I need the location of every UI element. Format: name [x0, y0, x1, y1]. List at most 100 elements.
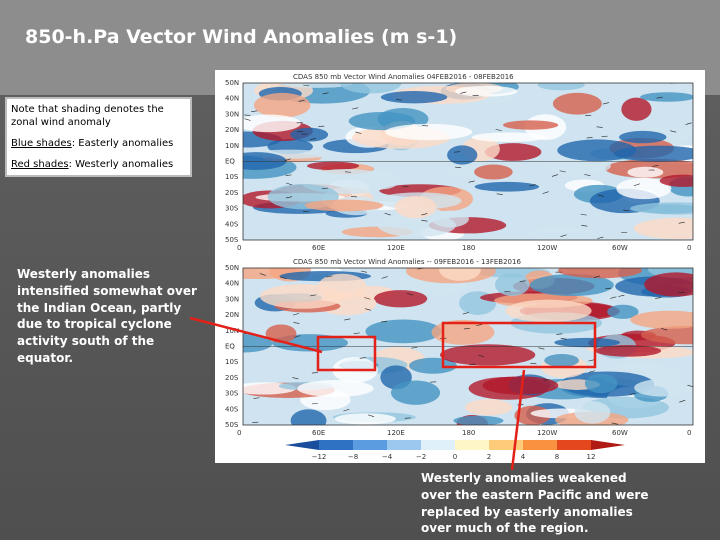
shading: [447, 145, 478, 165]
lat-label: 40N: [225, 280, 239, 288]
colorbar-label: 2: [487, 453, 491, 461]
wind-vector: [629, 392, 636, 395]
lat-label: 30S: [225, 205, 239, 213]
shading: [365, 169, 400, 190]
wind-vector: [597, 194, 604, 197]
shading: [634, 378, 693, 397]
slide-title: 850-h.Pa Vector Wind Anomalies (m s-1): [25, 26, 458, 48]
wind-vector: [586, 136, 593, 139]
lat-label: 30N: [225, 110, 239, 118]
wind-vector: [343, 408, 350, 412]
lon-label: 120E: [387, 244, 405, 252]
wind-vector: [404, 417, 411, 419]
colorbar-label: −2: [416, 453, 426, 461]
shading: [253, 92, 311, 118]
legend-text: : Easterly anomalies: [71, 138, 174, 149]
wind-vector: [321, 187, 328, 190]
lat-label: 20N: [225, 126, 239, 134]
colorbar-segment: [557, 440, 591, 450]
wind-vector: [303, 84, 310, 87]
wind-vector: [610, 296, 617, 299]
shading: [453, 415, 504, 425]
wind-vector: [679, 399, 686, 403]
shading: [557, 268, 642, 279]
shading: [365, 319, 442, 344]
wind-vector: [623, 209, 630, 212]
map-title: CDAS 850 mb Vector Wind Anomalies 04FEB2…: [293, 73, 514, 81]
shading: [640, 325, 693, 345]
shading: [474, 164, 513, 180]
wind-vector: [286, 182, 293, 186]
shading: [290, 127, 329, 142]
shading: [334, 413, 396, 425]
shading: [444, 164, 483, 178]
wind-vector: [252, 421, 259, 424]
note-text: Note that shading denotes the zonal wind…: [11, 104, 164, 128]
shading: [494, 273, 530, 296]
shading: [554, 337, 621, 348]
wind-vector: [670, 130, 677, 133]
wind-vector: [687, 384, 693, 388]
wind-vector: [661, 328, 668, 331]
wind-vector: [551, 174, 559, 177]
colorbar-segment: [319, 440, 353, 450]
wind-vector: [605, 287, 612, 289]
shading: [385, 123, 473, 141]
wind-vector: [685, 122, 692, 125]
shading: [243, 334, 273, 353]
shading: [307, 161, 360, 171]
wind-vector: [368, 414, 375, 417]
wind-vector: [303, 210, 310, 213]
shading: [544, 353, 579, 367]
lon-label: 0: [237, 429, 241, 437]
wind-vector: [244, 118, 251, 121]
wind-vector: [381, 320, 388, 323]
wind-vector: [355, 131, 362, 134]
wind-vector: [542, 191, 549, 194]
wind-vector: [353, 332, 360, 334]
shading: [464, 399, 513, 416]
wind-vector: [292, 313, 300, 316]
shading: [503, 120, 559, 130]
wind-vector: [259, 273, 267, 276]
shading: [439, 344, 536, 366]
annotation: Westerly anomalies weakened over the eas…: [421, 471, 649, 536]
wind-vector: [596, 126, 603, 128]
note-text: Red shades: Westerly anomalies: [11, 158, 186, 171]
wind-vector: [589, 370, 596, 373]
shading: [431, 319, 495, 345]
lat-label: 10N: [225, 142, 239, 150]
shading: [304, 199, 384, 212]
wind-vector: [469, 363, 476, 366]
wind-vector: [529, 184, 536, 187]
note-text: Blue shades: Easterly anomalies: [11, 137, 186, 150]
shading: [390, 380, 441, 405]
wind-vector: [421, 219, 428, 222]
legend-label: Blue shades: [11, 138, 72, 149]
colorbar-segment: [421, 440, 455, 450]
wind-vector: [298, 99, 305, 102]
wind-vector: [326, 275, 333, 278]
shading: [607, 304, 639, 319]
shading: [574, 401, 611, 424]
map: [243, 268, 693, 425]
lat-label: 10N: [225, 327, 239, 335]
wind-vector: [251, 110, 258, 112]
wind-vector: [678, 221, 685, 224]
lat-label: 10S: [225, 358, 239, 366]
highlight-box: [441, 321, 597, 369]
wind-vector: [381, 276, 388, 279]
wind-vector: [253, 397, 260, 399]
arrow: [510, 369, 526, 471]
lon-label: 60E: [312, 244, 325, 252]
shading: [243, 152, 287, 170]
lon-label: 180: [462, 429, 475, 437]
lat-label: 50N: [225, 79, 239, 87]
map: [243, 83, 693, 240]
wind-vector: [496, 193, 503, 195]
shading: [505, 299, 592, 323]
wind-vector: [309, 138, 316, 140]
wind-vector: [597, 236, 604, 239]
wind-vector: [556, 333, 563, 335]
